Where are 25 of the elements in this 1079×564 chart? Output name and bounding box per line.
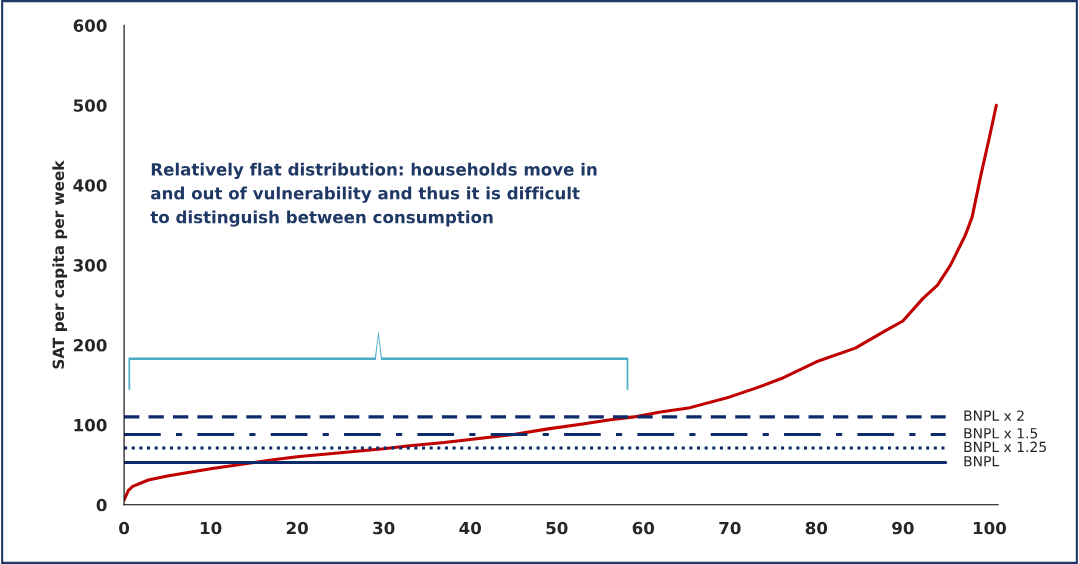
x-tick-label: 0 [119, 521, 130, 535]
y-axis-title: SAT per capita per week [52, 160, 68, 369]
x-tick-label: 60 [632, 521, 655, 535]
line-series [124, 103, 998, 502]
x-tick-label: 80 [805, 521, 828, 535]
x-tick-label: 30 [373, 521, 395, 535]
x-tick-label: 100 [973, 521, 1007, 535]
x-tick-label: 90 [892, 521, 914, 535]
x-tick-label: 40 [459, 521, 482, 535]
ref-line-label: BNPL x 1.5 [964, 428, 1038, 439]
y-tick-label: 100 [74, 418, 107, 432]
x-tick-label: 50 [546, 521, 568, 535]
y-tick-label: 200 [73, 338, 107, 352]
y-tick-label: 0 [96, 498, 107, 512]
ref-line-label: BNPL [964, 456, 1000, 467]
x-tick-label: 70 [719, 521, 741, 535]
x-tick-label: 10 [200, 521, 222, 535]
y-tick-label: 400 [73, 179, 107, 192]
y-tick-label: 500 [73, 99, 107, 112]
annotation: Relatively flat distribution: households move in and out of vulnerability and thus it is difficult to distinguish between consumption [150, 162, 597, 227]
ref-line-label: BNPL x 2 [964, 410, 1024, 421]
y-tick-label: 600 [73, 19, 107, 32]
ref-line-label: BNPL x 1.25 [964, 441, 1046, 453]
y-tick-label: 300 [73, 259, 107, 272]
x-tick-label: 20 [286, 521, 308, 535]
